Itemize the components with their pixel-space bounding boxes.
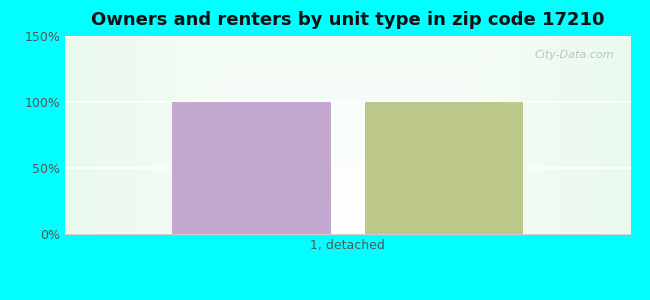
Bar (172, 102, 331, 234)
Title: Owners and renters by unit type in zip code 17210: Owners and renters by unit type in zip c… (91, 11, 604, 29)
Bar (365, 102, 523, 234)
Text: City-Data.com: City-Data.com (534, 50, 614, 60)
